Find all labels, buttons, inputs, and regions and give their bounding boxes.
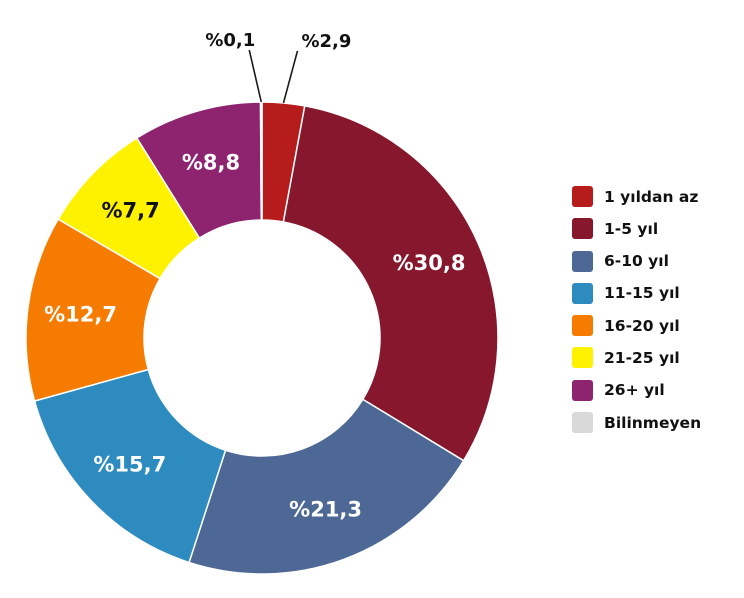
leader-line-1-yildan-az bbox=[282, 50, 299, 104]
legend-swatch-6-10-yil bbox=[572, 250, 593, 272]
donut-chart: %30,8 %21,3 %15,7 %12,7 %7,7 %8,8 %2,9 %0,1 bbox=[25, 30, 499, 575]
slice-6-10-yil bbox=[188, 398, 465, 575]
legend-label-11-15-yil: 11-15 yıl bbox=[604, 284, 680, 303]
legend-item-26-plus-yil: 26+ yıl bbox=[572, 379, 701, 401]
data-label-1-5-yil: %30,8 bbox=[393, 251, 466, 275]
legend-item-21-25-yil: 21-25 yıl bbox=[572, 347, 701, 369]
legend-label-1-5-yil: 1-5 yıl bbox=[604, 219, 659, 238]
legend-swatch-16-20-yil bbox=[572, 315, 593, 337]
legend-swatch-21-25-yil bbox=[572, 347, 593, 369]
legend-item-6-10-yil: 6-10 yıl bbox=[572, 250, 701, 272]
legend-label-6-10-yil: 6-10 yıl bbox=[604, 252, 669, 271]
legend-item-11-15-yil: 11-15 yıl bbox=[572, 282, 701, 304]
legend-label-16-20-yil: 16-20 yıl bbox=[604, 316, 680, 335]
slices-group bbox=[25, 101, 499, 575]
legend-item-bilinmeyen: Bilinmeyen bbox=[572, 412, 702, 434]
legend-label-21-25-yil: 21-25 yıl bbox=[604, 348, 680, 367]
data-label-1-yildan-az: %2,9 bbox=[301, 31, 351, 52]
legend-swatch-1-5-yil bbox=[572, 218, 593, 240]
legend: 1 yıldan az 1-5 yıl 6-10 yıl 11-15 yıl 1… bbox=[572, 186, 701, 444]
labels-group: %30,8 %21,3 %15,7 %12,7 %7,7 %8,8 %2,9 %0,1 bbox=[44, 30, 465, 522]
legend-swatch-bilinmeyen bbox=[572, 412, 593, 434]
data-label-26-plus-yil: %8,8 bbox=[182, 150, 240, 174]
data-label-11-15-yil: %15,7 bbox=[93, 453, 166, 477]
legend-swatch-11-15-yil bbox=[572, 282, 593, 304]
legend-label-bilinmeyen: Bilinmeyen bbox=[604, 413, 702, 432]
legend-item-1-5-yil: 1-5 yıl bbox=[572, 218, 701, 240]
legend-item-1-yildan-az: 1 yıldan az bbox=[572, 186, 701, 207]
legend-label-26-plus-yil: 26+ yıl bbox=[604, 381, 665, 400]
data-label-21-25-yil: %7,7 bbox=[101, 199, 159, 223]
slice-1-5-yil bbox=[282, 105, 499, 462]
leader-line-bilinmeyen bbox=[248, 49, 263, 103]
data-label-bilinmeyen: %0,1 bbox=[205, 30, 255, 51]
legend-item-16-20-yil: 16-20 yıl bbox=[572, 315, 701, 337]
data-label-16-20-yil: %12,7 bbox=[44, 302, 117, 326]
legend-swatch-26-plus-yil bbox=[572, 379, 593, 401]
slice-11-15-yil bbox=[33, 368, 227, 564]
legend-label-1-yildan-az: 1 yıldan az bbox=[604, 187, 699, 206]
data-label-6-10-yil: %21,3 bbox=[289, 498, 362, 522]
slice-bilinmeyen bbox=[259, 101, 263, 221]
legend-swatch-1-yildan-az bbox=[572, 186, 593, 207]
